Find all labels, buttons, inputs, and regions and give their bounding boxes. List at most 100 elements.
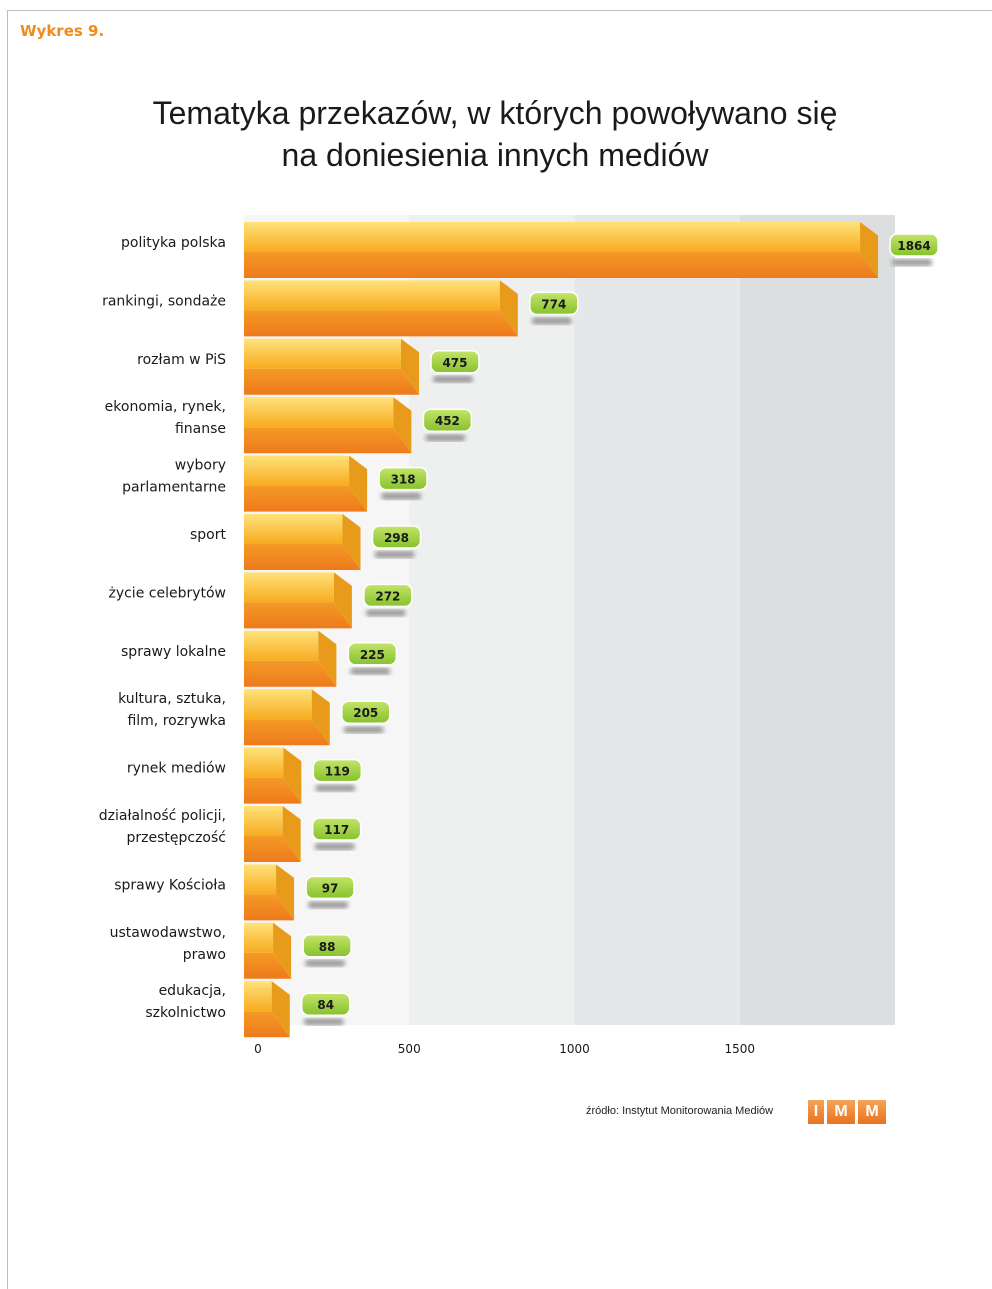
- category-label: rynek mediów: [127, 761, 226, 777]
- imm-logo: I M M: [808, 1100, 886, 1124]
- bar-bottom-face: [244, 719, 330, 746]
- value-badge: [363, 583, 413, 608]
- chart-title-line-2: na doniesienia innych mediów: [281, 137, 709, 173]
- bar-side-face: [282, 806, 301, 862]
- badge-shadow: [425, 434, 466, 442]
- bar: 1864: [244, 222, 939, 278]
- bar-front-face: [244, 338, 401, 369]
- value-label: 84: [317, 998, 334, 1012]
- value-badge: [347, 642, 398, 666]
- badge-shadow: [314, 843, 355, 850]
- source-note: źródło: Instytut Monitorowania Mediów: [586, 1105, 774, 1117]
- bar-bottom-face: [244, 485, 368, 512]
- bar-bottom-face: [244, 660, 337, 687]
- bar-front-face: [244, 572, 334, 603]
- figure-frame: [7, 10, 992, 1289]
- category-label: sprawy Kościoła: [114, 877, 226, 893]
- bar-bottom-face: [244, 777, 302, 804]
- value-badge: [422, 408, 473, 432]
- bar-side-face: [349, 455, 368, 512]
- value-label: 1864: [897, 239, 930, 253]
- value-badge: [341, 700, 391, 724]
- category-label: przestępczość: [127, 830, 227, 846]
- bar-bottom-face: [244, 1011, 290, 1038]
- category-label: edukacja,: [159, 983, 226, 999]
- badge-shadow: [365, 609, 406, 617]
- bar-side-face: [276, 864, 295, 921]
- bar: 318: [244, 455, 428, 512]
- category-label: rozłam w PiS: [137, 352, 226, 368]
- bar-bottom-face: [244, 894, 295, 921]
- bar-bottom-face: [244, 952, 292, 979]
- category-label: życie celebrytów: [108, 585, 226, 601]
- badge-shadow: [308, 901, 349, 909]
- bar: 84: [244, 981, 351, 1038]
- category-label: rankingi, sondaże: [102, 293, 226, 309]
- x-tick-label: 1000: [559, 1042, 590, 1056]
- bar-front-face: [244, 981, 272, 1012]
- value-label: 475: [442, 356, 467, 370]
- bar-bottom-face: [244, 310, 518, 337]
- bar-bottom-face: [244, 544, 361, 570]
- bar-side-face: [333, 572, 352, 629]
- plot-band: [574, 215, 740, 1025]
- logo-letter: M: [827, 1100, 855, 1124]
- value-badge: [371, 525, 422, 549]
- x-tick-label: 1500: [724, 1042, 755, 1056]
- bar: 225: [244, 630, 398, 687]
- bar: 88: [244, 922, 352, 979]
- value-badge: [302, 934, 352, 958]
- value-label: 119: [325, 765, 350, 779]
- plot-band: [409, 215, 575, 1025]
- value-label: 97: [322, 881, 339, 895]
- bar-front-face: [244, 630, 319, 661]
- x-tick-label: 500: [398, 1042, 421, 1056]
- bar-side-face: [860, 222, 879, 278]
- bar-front-face: [244, 806, 283, 836]
- category-label: finanse: [175, 421, 226, 437]
- badge-shadow: [315, 784, 356, 792]
- value-badge: [312, 758, 363, 783]
- category-label: parlamentarne: [122, 480, 226, 496]
- bar-front-face: [244, 455, 350, 486]
- bar: 774: [244, 280, 579, 337]
- value-label: 298: [384, 531, 409, 545]
- bar-side-face: [400, 338, 419, 395]
- bar-front-face: [244, 397, 394, 428]
- category-label: ustawodawstwo,: [110, 925, 226, 941]
- bar: 452: [244, 397, 473, 454]
- category-label: wybory: [175, 458, 226, 474]
- badge-shadow: [374, 551, 415, 558]
- value-badge: [378, 466, 428, 491]
- value-label: 225: [360, 648, 385, 662]
- chart-title-line-1: Tematyka przekazów, w których powoływano…: [152, 95, 838, 131]
- badge-shadow: [305, 959, 346, 967]
- category-label: film, rozrywka: [127, 713, 226, 729]
- bar-bottom-face: [244, 252, 879, 278]
- bar-front-face: [244, 280, 500, 311]
- value-badge: [889, 233, 939, 257]
- bar-side-face: [499, 280, 518, 337]
- bar-bottom-face: [244, 836, 301, 862]
- category-label: ekonomia, rynek,: [105, 399, 226, 415]
- badge-shadow: [381, 492, 422, 500]
- plot-band: [739, 215, 895, 1025]
- badge-shadow: [531, 317, 572, 325]
- chart-title: Tematyka przekazów, w których powoływano…: [100, 92, 890, 176]
- category-label: działalność policji,: [99, 808, 226, 824]
- category-label: szkolnictwo: [145, 1005, 226, 1021]
- badge-shadow: [303, 1018, 344, 1026]
- bar-front-face: [244, 864, 277, 895]
- x-tick-label: 0: [254, 1042, 262, 1056]
- bar-front-face: [244, 689, 312, 720]
- value-label: 117: [324, 823, 349, 837]
- category-label: prawo: [183, 947, 226, 963]
- value-label: 205: [353, 706, 378, 720]
- bar: 97: [244, 864, 355, 921]
- value-badge: [430, 350, 480, 374]
- value-badge: [529, 291, 579, 316]
- bar-front-face: [244, 514, 343, 544]
- bar: 117: [244, 806, 362, 862]
- bar: 205: [244, 689, 391, 746]
